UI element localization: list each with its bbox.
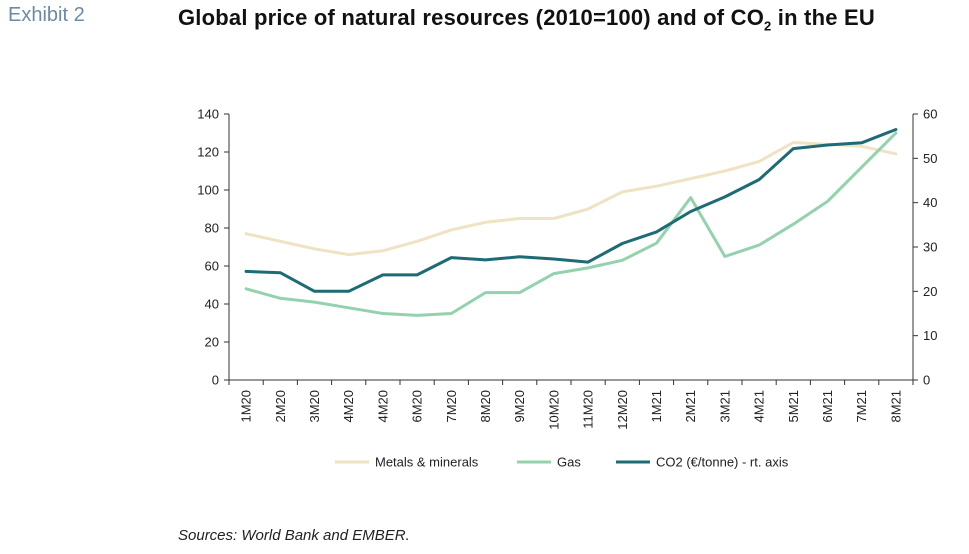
- series-line-co2: [244, 128, 898, 293]
- x-tick-label: 3M20: [307, 390, 322, 423]
- x-tick-label: 3M21: [717, 390, 732, 423]
- title-subscript: 2: [764, 18, 772, 34]
- series-line-metals: [244, 141, 898, 257]
- source-note: Sources: World Bank and EMBER.: [178, 527, 410, 544]
- x-tick-label: 1M20: [239, 390, 254, 423]
- series-line-gas: [244, 131, 898, 317]
- y-left-tick-label: 100: [197, 183, 219, 198]
- x-tick-label: 7M21: [854, 390, 869, 423]
- y-right-tick-label: 60: [923, 107, 937, 122]
- y-left-tick-label: 40: [205, 297, 219, 312]
- x-tick-label: 10M20: [546, 390, 561, 430]
- x-tick-label: 4M21: [752, 390, 767, 423]
- legend-item-gas-label: Gas: [557, 455, 581, 470]
- x-tick-label: 2M20: [273, 390, 288, 423]
- legend-item-metals-label: Metals & minerals: [375, 455, 479, 470]
- x-tick-label: 12M20: [615, 390, 630, 430]
- exhibit-label: Exhibit 2: [8, 4, 85, 26]
- y-right-tick-label: 50: [923, 151, 937, 166]
- x-tick-label: 5M21: [786, 390, 801, 423]
- y-right-tick-label: 0: [923, 373, 930, 388]
- y-left-tick-label: 80: [205, 221, 219, 236]
- y-left-tick-label: 120: [197, 145, 219, 160]
- y-left-tick-label: 60: [205, 259, 219, 274]
- y-right-tick-label: 10: [923, 328, 937, 343]
- title-main: Global price of natural resources (2010=…: [178, 5, 765, 30]
- x-tick-label: 8M20: [478, 390, 493, 423]
- x-tick-label: 11M20: [581, 390, 596, 429]
- x-tick-label: 1M21: [649, 390, 664, 423]
- y-left-tick-label: 0: [212, 373, 219, 388]
- x-tick-label: 4M20: [341, 390, 356, 423]
- y-right-tick-label: 20: [923, 284, 937, 299]
- x-tick-label: 8M21: [888, 390, 903, 423]
- chart-title: Global price of natural resources (2010=…: [178, 4, 963, 40]
- y-left-tick-label: 20: [205, 335, 219, 350]
- legend-item-co2-label: CO2 (€/tonne) - rt. axis: [656, 455, 789, 470]
- x-tick-label: 9M20: [512, 390, 527, 423]
- x-tick-label: 6M20: [410, 390, 425, 423]
- x-tick-label: 6M21: [820, 390, 835, 423]
- y-right-tick-label: 30: [923, 240, 937, 255]
- x-tick-label: 2M21: [683, 390, 698, 423]
- y-right-tick-label: 40: [923, 195, 937, 210]
- y-left-tick-label: 140: [197, 107, 219, 122]
- title-end: in the EU: [771, 5, 875, 30]
- x-tick-label: 7M20: [444, 390, 459, 423]
- x-tick-label: 4M20: [375, 390, 390, 423]
